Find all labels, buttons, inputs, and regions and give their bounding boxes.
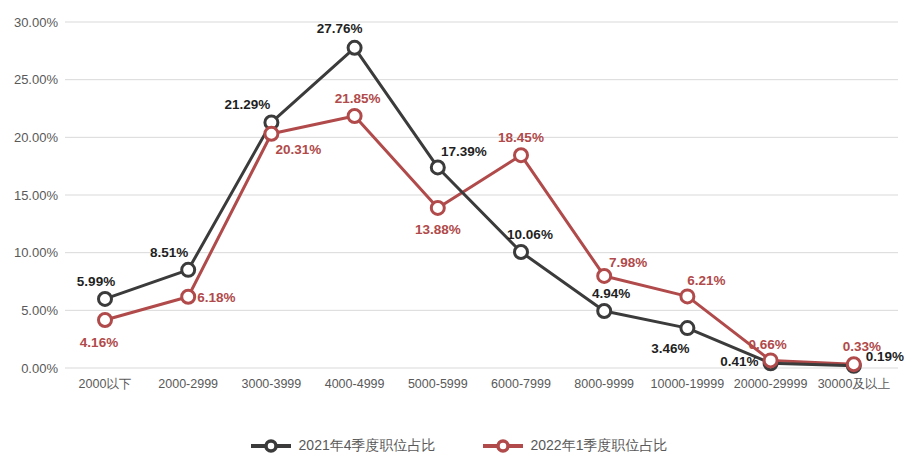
data-value-label: 7.98%: [609, 255, 647, 270]
data-point-marker: [764, 354, 777, 367]
y-tick-label: 25.00%: [14, 72, 59, 87]
data-value-label: 6.18%: [197, 290, 235, 305]
legend-item-2021q4[interactable]: 2021年4季度职位占比: [250, 437, 436, 455]
x-tick-label: 30000及以上: [818, 377, 891, 391]
y-tick-label: 15.00%: [14, 188, 59, 203]
x-tick-label: 4000-4999: [325, 377, 385, 391]
data-point-marker: [681, 322, 694, 335]
salary-distribution-chart: 0.00% 5.00% 10.00% 15.00% 20.00% 25.00% 30.00%…: [0, 0, 917, 468]
data-value-label: 4.94%: [592, 286, 630, 301]
data-point-marker: [348, 109, 361, 122]
data-point-marker: [431, 161, 444, 174]
data-point-marker: [348, 41, 361, 54]
data-point-marker: [681, 290, 694, 303]
data-point-marker: [265, 127, 278, 140]
y-tick-label: 5.00%: [21, 303, 58, 318]
data-point-marker: [182, 290, 195, 303]
data-point-marker: [431, 201, 444, 214]
chart-svg: 0.00% 5.00% 10.00% 15.00% 20.00% 25.00% 30.00%…: [0, 0, 917, 420]
data-value-label: 21.85%: [335, 91, 381, 106]
x-tick-label: 10000-19999: [651, 377, 725, 391]
data-value-label: 20.31%: [276, 142, 322, 157]
x-tick-label: 3000-3999: [242, 377, 302, 391]
legend-label-2021q4: 2021年4季度职位占比: [299, 437, 436, 455]
data-value-label: 4.16%: [80, 335, 118, 350]
data-value-label: 27.76%: [317, 21, 363, 36]
data-value-label: 17.39%: [441, 144, 487, 159]
data-value-label: 3.46%: [651, 341, 689, 356]
data-value-label: 5.99%: [77, 274, 115, 289]
x-tick-label: 5000-5999: [408, 377, 468, 391]
x-tick-label: 2000以下: [79, 377, 132, 391]
legend-line-marker-icon-2021q4: [250, 439, 292, 453]
data-value-label: 21.29%: [225, 97, 271, 112]
data-value-label: 18.45%: [498, 130, 544, 145]
legend-line-marker-icon-2022q1: [482, 439, 524, 453]
legend-item-2022q1[interactable]: 2022年1季度职位占比: [482, 437, 668, 455]
x-tick-label: 8000-9999: [574, 377, 634, 391]
y-tick-label: 0.00%: [21, 361, 58, 376]
series-line-2021q4: [105, 48, 854, 366]
chart-legend: 2021年4季度职位占比 2022年1季度职位占比: [0, 433, 917, 459]
data-value-label: 0.66%: [748, 337, 786, 352]
data-point-marker: [847, 358, 860, 371]
data-point-marker: [515, 149, 528, 162]
data-value-label: 13.88%: [415, 222, 461, 237]
data-value-label: 0.41%: [720, 354, 758, 369]
y-tick-label: 30.00%: [14, 15, 59, 30]
data-point-marker: [515, 245, 528, 258]
data-point-marker: [99, 292, 112, 305]
data-point-marker: [598, 305, 611, 318]
x-tick-label: 20000-29999: [734, 377, 808, 391]
legend-label-2022q1: 2022年1季度职位占比: [531, 437, 668, 455]
y-tick-label: 10.00%: [14, 245, 59, 260]
x-tick-label: 2000-2999: [158, 377, 218, 391]
data-value-label: 8.51%: [150, 245, 188, 260]
data-value-label: 6.21%: [687, 273, 725, 288]
y-tick-label: 20.00%: [14, 130, 59, 145]
data-point-marker: [598, 269, 611, 282]
data-point-marker: [182, 263, 195, 276]
data-value-label: 0.33%: [843, 339, 881, 354]
x-tick-label: 6000-7999: [491, 377, 551, 391]
data-value-label: 10.06%: [507, 227, 553, 242]
data-point-marker: [99, 314, 112, 327]
